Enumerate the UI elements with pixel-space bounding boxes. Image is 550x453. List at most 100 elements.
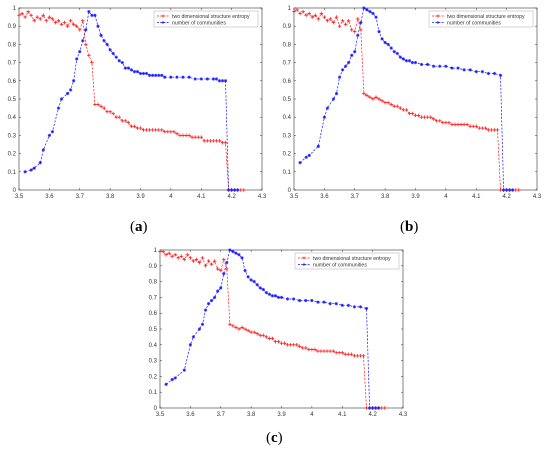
y-tick-label: 0.1 <box>149 390 158 396</box>
data-point-communities <box>359 20 363 25</box>
data-point-entropy <box>47 15 52 19</box>
data-point-entropy <box>197 260 202 265</box>
data-point-communities <box>135 70 140 74</box>
data-point-communities <box>211 77 215 81</box>
data-point-communities <box>367 406 372 410</box>
data-point-entropy <box>126 120 131 125</box>
data-point-communities <box>111 51 115 56</box>
y-tick-label: 0.7 <box>149 295 158 301</box>
data-point-communities <box>93 13 97 17</box>
y-tick-label: 0.7 <box>283 61 292 67</box>
data-point-entropy <box>331 20 336 25</box>
data-point-communities <box>154 73 158 77</box>
data-point-entropy <box>298 11 302 16</box>
data-point-communities <box>108 48 112 52</box>
data-point-communities <box>419 62 424 67</box>
data-point-entropy <box>371 97 375 101</box>
data-point-communities <box>322 115 326 119</box>
data-point-entropy <box>295 8 299 12</box>
data-point-entropy <box>181 133 185 138</box>
y-tick-label: 0.1 <box>283 170 292 176</box>
data-point-entropy <box>419 115 424 119</box>
data-point-communities <box>216 289 220 293</box>
data-point-entropy <box>77 28 82 32</box>
data-point-communities <box>267 292 271 296</box>
data-point-communities <box>237 253 241 257</box>
data-point-entropy <box>209 262 214 267</box>
plot-frame <box>293 7 538 191</box>
data-point-entropy <box>99 104 103 109</box>
data-point-entropy <box>325 18 330 23</box>
data-point-communities <box>438 64 442 68</box>
data-point-communities <box>331 97 336 101</box>
data-point-communities <box>29 168 33 172</box>
data-point-communities <box>334 302 338 306</box>
y-tick-label: 0 <box>288 188 292 194</box>
data-point-communities <box>353 50 357 54</box>
y-tick-label: 0.2 <box>8 152 17 158</box>
data-point-entropy <box>355 354 360 358</box>
y-tick-label: 0.9 <box>283 24 292 30</box>
x-tick-label: 3.6 <box>186 412 195 418</box>
data-point-entropy <box>307 347 311 352</box>
data-point-entropy <box>444 120 448 125</box>
x-tick-label: 3.6 <box>320 194 329 200</box>
data-point-communities <box>240 256 244 260</box>
data-point-entropy <box>53 20 58 25</box>
data-point-entropy <box>477 126 482 130</box>
data-point-entropy <box>32 18 36 23</box>
data-point-entropy <box>279 341 284 346</box>
data-point-entropy <box>294 343 299 347</box>
data-point-entropy <box>456 122 460 127</box>
data-point-communities <box>148 73 152 77</box>
data-point-communities <box>219 286 223 290</box>
data-point-entropy <box>291 343 296 347</box>
data-point-communities <box>264 291 268 295</box>
data-point-entropy <box>96 102 100 107</box>
data-point-communities <box>210 298 214 303</box>
data-point-entropy <box>483 126 488 130</box>
legend-box <box>294 252 400 270</box>
data-point-entropy <box>468 124 472 129</box>
data-point-entropy <box>187 133 191 138</box>
caption-b: (b) <box>400 219 419 235</box>
legend-label-1: two dimensional structure entropy <box>172 14 250 20</box>
x-tick-label: 4.1 <box>472 194 481 200</box>
data-point-entropy <box>516 188 521 192</box>
data-point-communities <box>214 77 219 81</box>
y-tick-label: 0.8 <box>283 42 292 48</box>
data-point-entropy <box>459 122 463 127</box>
legend-box <box>153 10 259 28</box>
data-point-communities <box>223 79 228 83</box>
data-point-entropy <box>161 249 165 254</box>
data-point-entropy <box>193 135 197 140</box>
data-point-communities <box>450 66 454 70</box>
data-point-communities <box>325 106 330 110</box>
data-point-entropy <box>480 126 485 130</box>
legend-label-1: two dimensional structure entropy <box>313 256 391 262</box>
y-tick-label: 1 <box>154 248 158 254</box>
data-point-communities <box>230 188 234 192</box>
data-point-entropy <box>346 352 351 357</box>
plot-frame <box>18 7 263 191</box>
data-point-communities <box>188 343 192 347</box>
data-point-communities <box>498 73 503 77</box>
x-tick-label: 4.3 <box>533 194 542 200</box>
data-point-entropy <box>132 124 137 129</box>
data-point-entropy <box>328 17 333 21</box>
data-point-communities <box>151 73 155 77</box>
data-point-entropy <box>38 17 43 21</box>
data-point-communities <box>173 376 177 380</box>
data-point-communities <box>90 13 94 17</box>
chart-panel-a: 3.5 3.6 3.7 3.8 3.9 4 4.1 4.2 4.3 0 0.1 0.2 0.3 0.4 0.… <box>8 6 267 200</box>
data-point-entropy <box>462 122 466 127</box>
data-point-entropy <box>87 53 91 58</box>
y-tick-label: 0.4 <box>149 343 158 349</box>
data-point-entropy <box>111 111 115 116</box>
data-point-communities <box>233 188 237 192</box>
data-point-communities <box>362 6 366 10</box>
data-point-entropy <box>453 122 457 127</box>
data-point-entropy <box>282 341 287 346</box>
data-point-communities <box>126 66 130 70</box>
data-point-communities <box>175 75 179 79</box>
